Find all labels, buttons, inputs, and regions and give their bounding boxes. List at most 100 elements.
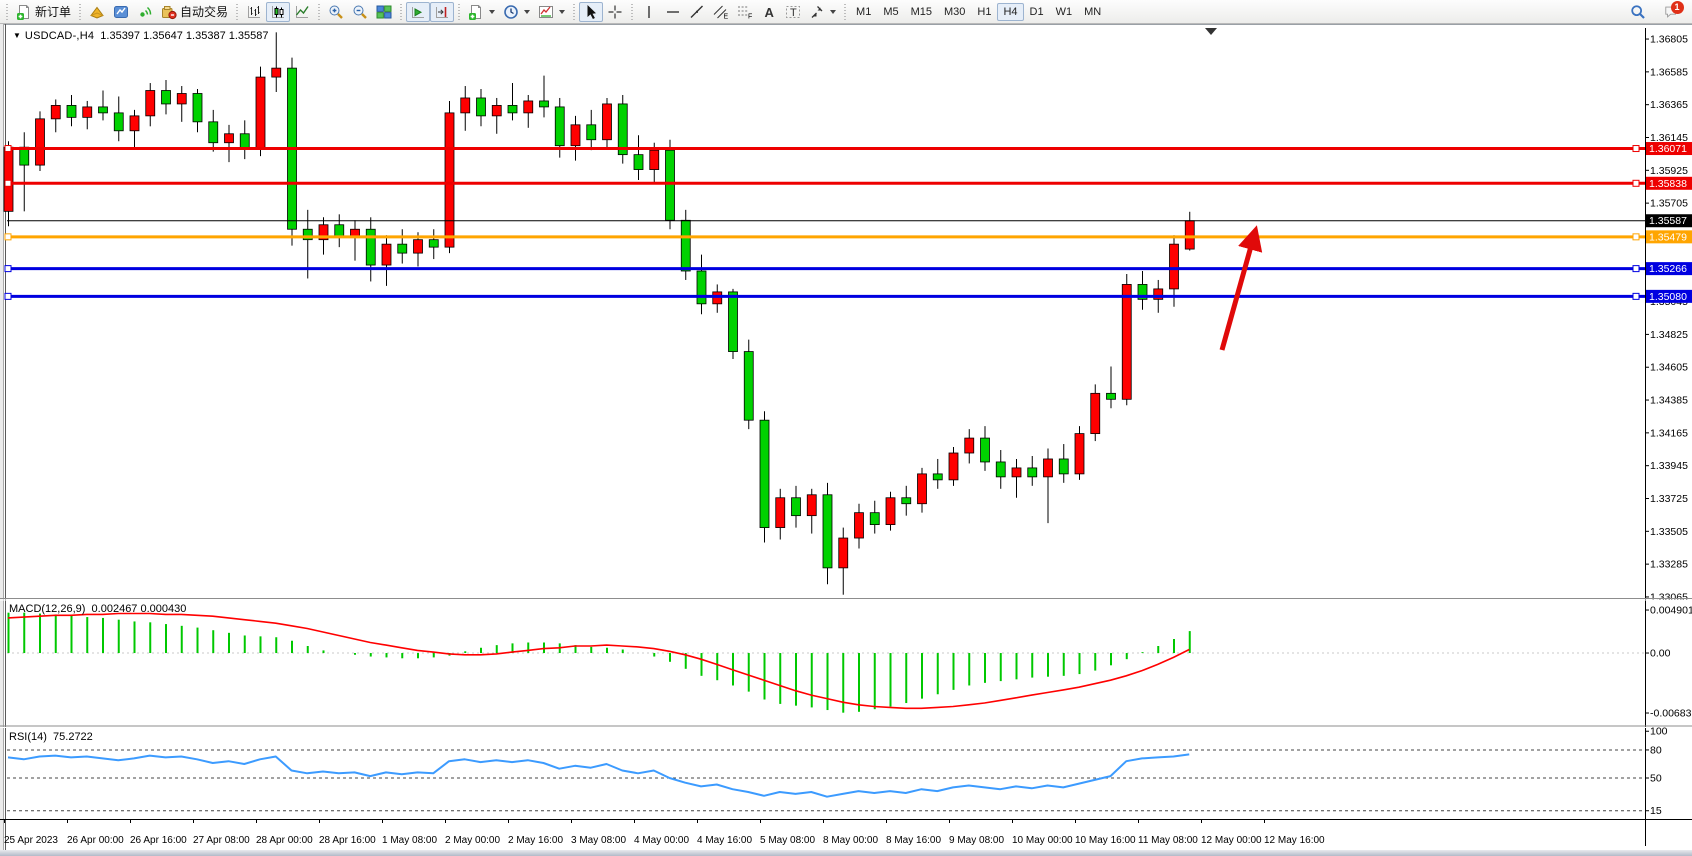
toolbar-grip[interactable] xyxy=(629,3,636,20)
candle xyxy=(995,461,1006,478)
candle xyxy=(917,473,927,505)
timeframe-m30-button[interactable]: M30 xyxy=(944,5,966,18)
hline-handle[interactable] xyxy=(1632,292,1640,300)
candle xyxy=(932,473,943,481)
chart-ohlc-values: 1.35397 1.35647 1.35387 1.35587 xyxy=(100,30,269,42)
time-tick-label: 28 Apr 16:00 xyxy=(319,835,376,846)
time-tick-label: 10 May 00:00 xyxy=(1012,835,1073,846)
vertical-line-button[interactable] xyxy=(637,2,661,22)
timeframe-mn-button[interactable]: MN xyxy=(1084,5,1102,18)
toolbar-right-icons: 1 xyxy=(1626,0,1684,24)
hline-handle[interactable] xyxy=(4,145,12,153)
macd-axis-label: 0.004901 xyxy=(1650,605,1692,617)
toolbar-grip[interactable] xyxy=(77,3,84,20)
text-label-button[interactable]: T xyxy=(781,2,805,22)
trendline-button[interactable] xyxy=(685,2,709,22)
hline-handle[interactable] xyxy=(4,179,12,187)
toolbar-grip[interactable] xyxy=(398,3,405,20)
toolbar-grip[interactable] xyxy=(4,3,10,20)
candle xyxy=(113,112,124,132)
toolbar-grip[interactable] xyxy=(316,3,323,20)
hline-handle[interactable] xyxy=(4,292,12,300)
timeframe-h1-button[interactable]: H1 xyxy=(977,5,992,18)
candles xyxy=(3,32,1195,595)
horizontal-line-button[interactable] xyxy=(661,2,685,22)
rsi-line xyxy=(7,753,1190,798)
timeframe-m15-button[interactable]: M15 xyxy=(910,5,932,18)
chart-collapse-icon[interactable]: ▼ xyxy=(13,31,21,40)
signals-icon-button[interactable] xyxy=(133,2,157,22)
time-tick-label: 4 May 00:00 xyxy=(634,835,689,846)
candle xyxy=(145,90,156,117)
candle xyxy=(791,497,801,517)
timeframe-m1-button[interactable]: M1 xyxy=(856,5,872,18)
candle xyxy=(1027,467,1038,478)
periods-dropdown[interactable] xyxy=(499,2,534,22)
rsi-label: RSI(14) 75.2722 xyxy=(9,731,93,743)
chevron-down-icon[interactable] xyxy=(489,9,496,14)
time-tick-label: 28 Apr 00:00 xyxy=(256,835,313,846)
zoom-in-button[interactable] xyxy=(324,2,348,22)
auto-scroll-button[interactable] xyxy=(406,1,431,22)
line-chart-button[interactable] xyxy=(290,2,314,22)
time-axis[interactable]: 25 Apr 2023 26 Apr 00:00 26 Apr 16:00 27 Ap… xyxy=(0,819,1692,846)
chevron-down-icon[interactable] xyxy=(559,9,566,14)
metaeditor-icon-button[interactable] xyxy=(109,2,133,22)
candlestick-chart-button[interactable] xyxy=(266,1,291,22)
timeframe-w1-button[interactable]: W1 xyxy=(1055,5,1073,18)
equidistant-channel-button[interactable]: E xyxy=(709,2,733,22)
price-tick-label: 1.33065 xyxy=(1650,591,1688,603)
new-order-button[interactable]: 新订单 xyxy=(12,2,75,22)
price-tick-label: 1.33505 xyxy=(1650,526,1688,538)
templates-dropdown[interactable] xyxy=(534,2,569,22)
chart-canvas[interactable]: 1.36805 1.36585 1.36365 1.36145 1.35925 1.357… xyxy=(0,24,1692,856)
time-tick-label: 27 Apr 08:00 xyxy=(193,835,250,846)
toolbar-grip[interactable] xyxy=(234,3,241,20)
price-label-box-1.36071 xyxy=(1646,142,1692,156)
cursor-button[interactable] xyxy=(579,1,604,22)
candle xyxy=(665,149,675,221)
time-tick-label: 26 Apr 00:00 xyxy=(67,835,124,846)
notification-badge: 1 xyxy=(1670,0,1684,14)
auto-trading-button[interactable]: 自动交易 xyxy=(157,2,232,22)
candle xyxy=(633,154,644,170)
toolbar-grip[interactable] xyxy=(456,3,463,20)
chevron-down-icon[interactable] xyxy=(830,9,837,14)
bar-chart-button[interactable] xyxy=(242,2,266,22)
timeframe-h4-button[interactable]: H4 xyxy=(997,2,1024,21)
timeframe-d1-button[interactable]: D1 xyxy=(1029,5,1044,18)
notifications-button[interactable]: 1 xyxy=(1660,0,1684,22)
candle xyxy=(885,497,896,526)
chevron-down-icon[interactable] xyxy=(524,9,531,14)
hline-handle[interactable] xyxy=(1632,145,1640,153)
tile-windows-button[interactable] xyxy=(372,2,396,22)
new-chart-dropdown[interactable] xyxy=(464,2,499,22)
price-tick-label: 1.36805 xyxy=(1650,34,1688,46)
candle xyxy=(696,270,707,305)
chart-shift-marker[interactable] xyxy=(1205,28,1217,35)
hline-handle[interactable] xyxy=(4,265,12,273)
hline-handle[interactable] xyxy=(1632,265,1640,273)
zoom-out-button[interactable] xyxy=(348,2,372,22)
fibonacci-button[interactable]: F xyxy=(733,2,757,22)
timeframe-m5-button[interactable]: M5 xyxy=(883,5,899,18)
price-label-1.35479: 1.35479 xyxy=(1649,231,1687,243)
trend-arrow[interactable] xyxy=(1219,225,1263,351)
crosshair-button[interactable] xyxy=(603,2,627,22)
hline-handle[interactable] xyxy=(1632,179,1640,187)
candle xyxy=(35,118,45,166)
chart-shift-button[interactable] xyxy=(430,1,455,22)
toolbar-grip[interactable] xyxy=(571,3,578,20)
quotes-icon-button[interactable] xyxy=(85,2,109,22)
svg-text:A: A xyxy=(765,5,775,20)
search-button[interactable] xyxy=(1626,2,1650,22)
toolbar-grip[interactable] xyxy=(842,3,849,20)
hline-handle[interactable] xyxy=(4,233,12,241)
arrows-dropdown[interactable] xyxy=(805,2,840,22)
horizontal-lines xyxy=(4,145,1645,300)
rsi-title: RSI(14) xyxy=(9,731,47,743)
time-tick-label: 12 May 16:00 xyxy=(1264,835,1325,846)
time-tick-label: 11 May 08:00 xyxy=(1138,835,1198,846)
text-button[interactable]: A xyxy=(757,2,781,22)
hline-handle[interactable] xyxy=(1632,233,1640,241)
